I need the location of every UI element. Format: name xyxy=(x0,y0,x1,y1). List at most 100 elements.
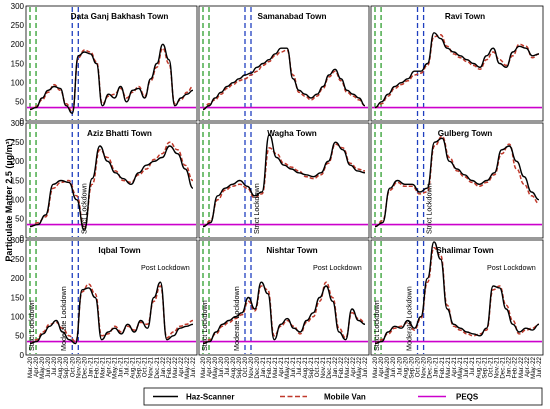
x-tick-label: May.-21 xyxy=(112,356,119,378)
y-tick-label: 300 xyxy=(11,236,25,245)
x-tick-label: May.-22 xyxy=(356,356,363,378)
x-tick-label: Oct.-21 xyxy=(487,356,494,377)
panel-frame xyxy=(25,239,198,356)
x-tick-label: Feb.-22 xyxy=(512,356,519,378)
x-tick-label: Feb.-21 xyxy=(93,356,100,378)
y-axis-label: Particulate Matter 2.5 (µg/m³) xyxy=(4,138,14,261)
annotation-label: Post Lockdown xyxy=(141,263,190,272)
x-tick-label: Feb.-21 xyxy=(266,356,273,378)
x-tick-label: Oct.-21 xyxy=(314,356,321,377)
x-tick-label: Nov.-21 xyxy=(148,356,155,378)
x-tick-label: Dec.-20 xyxy=(427,356,434,378)
x-tick-label: Mar.-21 xyxy=(272,356,279,378)
panel-title: Iqbal Town xyxy=(98,246,140,255)
y-tick-label: 0 xyxy=(20,117,25,126)
y-ticks-row-1: 0 50 100 150 200 250 300 xyxy=(11,2,25,126)
x-tick-label: Dec.-20 xyxy=(81,356,88,378)
x-tick-label: Mar.-20 xyxy=(200,356,207,378)
x-tick-label: Jun.-20 xyxy=(45,356,52,377)
x-tick-label: Jan.-22 xyxy=(160,356,167,377)
x-tick-label: Sep.-20 xyxy=(63,356,70,378)
legend-peqs-label: PEQS xyxy=(456,393,479,402)
x-tick-label: Apr.-22 xyxy=(178,356,185,377)
x-tick-label: May.-22 xyxy=(184,356,191,378)
x-tick-label: Apr.-21 xyxy=(106,356,113,377)
x-tick-label: Apr.-20 xyxy=(378,356,385,377)
x-tick-label: Jun.-20 xyxy=(390,356,397,377)
panel-frame xyxy=(370,239,544,356)
x-tick-label: Aug.-20 xyxy=(57,356,64,378)
x-tick-label: Sep.-20 xyxy=(408,356,415,378)
y-tick-label: 50 xyxy=(15,98,24,107)
y-tick-label: 150 xyxy=(11,293,25,302)
panel-7: Iqbal Town Strict Lockdown Moderate Lockdo… xyxy=(25,239,198,356)
annotation-label: Post Lockdown xyxy=(487,263,536,272)
panel-8: Nishtar Town Strict Lockdown Moderate Lock… xyxy=(198,239,370,356)
panel-frame xyxy=(198,122,370,239)
panel-frame xyxy=(25,5,198,122)
x-tick-label: Nov.-20 xyxy=(421,356,428,378)
y-tick-label: 250 xyxy=(11,138,25,147)
x-tick-label: May.-20 xyxy=(212,356,219,378)
panels-layer: Data Ganj Bakhash Town Samanabad Town Ravi… xyxy=(25,5,544,356)
x-tick-label: Mar.-20 xyxy=(372,356,379,378)
series-haz-scanner xyxy=(29,145,194,232)
x-tick-label: Jun.-21 xyxy=(290,356,297,377)
annotation-label: Strict Lockdown xyxy=(372,300,381,351)
annotation-label: Moderate Lockdown xyxy=(232,286,241,351)
x-tick-label: Jan.-21 xyxy=(433,356,440,377)
x-tick-label: Apr.-21 xyxy=(451,356,458,377)
y-tick-label: 100 xyxy=(11,79,25,88)
panel-title: Aziz Bhatti Town xyxy=(87,129,152,138)
panel-title: Shalimar Town xyxy=(436,246,494,255)
panel-6: Gulberg Town Strict Lockdown xyxy=(370,122,544,239)
x-tick-label: Jul.-21 xyxy=(296,356,303,375)
x-tick-label: Dec.-21 xyxy=(500,356,507,378)
x-tick-label: Dec.-21 xyxy=(154,356,161,378)
x-tick-label: Apr.-20 xyxy=(33,356,40,377)
x-tick-label: Jun.-22 xyxy=(536,356,543,377)
series-haz-scanner xyxy=(202,47,366,111)
annotation-label: Strict Lockdown xyxy=(200,300,209,351)
x-tick-label: Aug.-21 xyxy=(130,356,137,378)
x-tick-label: Sep.-21 xyxy=(136,356,143,378)
x-tick-label: Apr.-20 xyxy=(206,356,213,377)
x-tick-label: May.-21 xyxy=(284,356,291,378)
x-tick-label: Jan.-22 xyxy=(332,356,339,377)
x-tick-label: Dec.-20 xyxy=(254,356,261,378)
x-tick-label: Oct.-20 xyxy=(415,356,422,377)
legend-van-label: Mobile Van xyxy=(324,393,366,402)
x-tick-label: Jan.-21 xyxy=(260,356,267,377)
y-tick-label: 0 xyxy=(20,234,25,243)
y-ticks-row-2: 0 50 100 150 200 250 300 xyxy=(11,119,25,243)
x-tick-label: Nov.-20 xyxy=(75,356,82,378)
panel-9: Shalimar Town Strict Lockdown Moderate Loc… xyxy=(370,239,544,356)
x-tick-label: May.-20 xyxy=(39,356,46,378)
x-tick-label: Mar.-22 xyxy=(172,356,179,378)
x-ticks-col-2: Mar.-20 Apr.-20 May.-20 Jun.-20 Jul.-20 Aug.-… xyxy=(200,356,369,378)
x-tick-label: Jun.-20 xyxy=(218,356,225,377)
panel-frame xyxy=(370,5,544,122)
x-tick-label: Sep.-21 xyxy=(308,356,315,378)
y-tick-label: 100 xyxy=(11,313,25,322)
x-tick-label: Mar.-22 xyxy=(518,356,525,378)
panel-5: Wagha Town Strict Lockdown xyxy=(198,122,370,239)
y-tick-label: 50 xyxy=(15,215,24,224)
x-tick-label: Jul.-20 xyxy=(396,356,403,375)
y-tick-label: 150 xyxy=(11,59,25,68)
annotation-label: Strict Lockdown xyxy=(27,300,36,351)
x-tick-label: Oct.-20 xyxy=(242,356,249,377)
x-tick-label: Nov.-21 xyxy=(320,356,327,378)
x-tick-label: Jun.-21 xyxy=(118,356,125,377)
annotation-label: Post Lockdown xyxy=(313,263,362,272)
x-tick-label: Oct.-21 xyxy=(142,356,149,377)
x-tick-label: Mar.-20 xyxy=(27,356,34,378)
x-tick-label: Feb.-22 xyxy=(338,356,345,378)
panel-title: Nishtar Town xyxy=(266,246,317,255)
x-tick-label: Jul.-21 xyxy=(469,356,476,375)
x-tick-label: Aug.-20 xyxy=(402,356,409,378)
x-ticks-col-3: Mar.-20 Apr.-20 May.-20 Jun.-20 Jul.-20 Aug.-… xyxy=(372,356,543,378)
y-tick-label: 250 xyxy=(11,255,25,264)
x-tick-label: Apr.-22 xyxy=(350,356,357,377)
x-tick-label: Aug.-20 xyxy=(230,356,237,378)
